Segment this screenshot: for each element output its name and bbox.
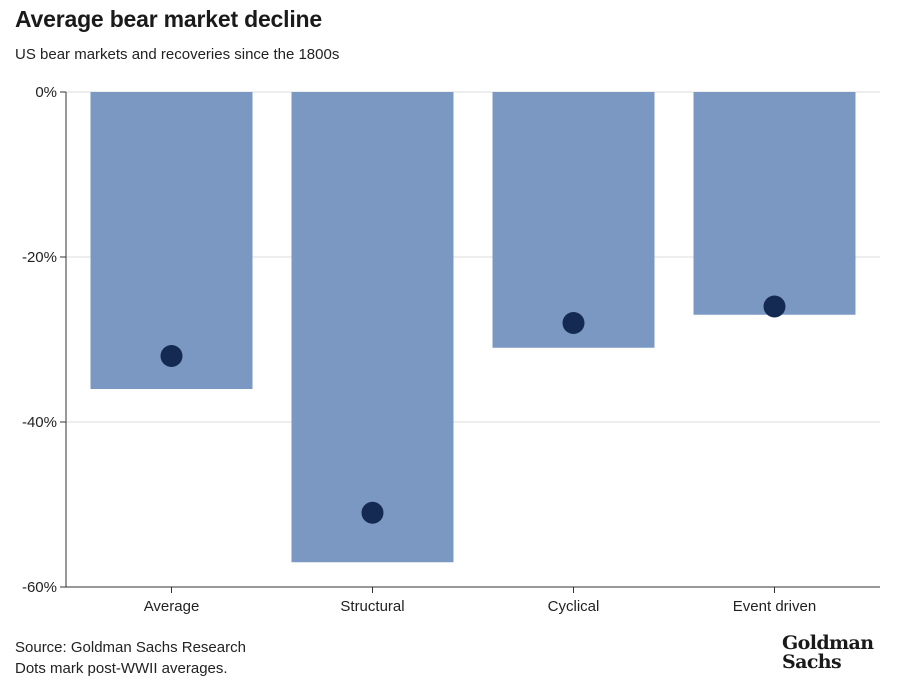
y-tick-label: -40% bbox=[22, 414, 57, 431]
goldman-sachs-logo: Goldman Sachs bbox=[782, 632, 874, 673]
logo-line-2: Sachs bbox=[782, 651, 842, 673]
source-note: Source: Goldman Sachs Research bbox=[15, 639, 246, 656]
x-tick-label: Average bbox=[144, 598, 200, 615]
dots-note: Dots mark post-WWII averages. bbox=[15, 660, 228, 677]
bar bbox=[693, 92, 856, 315]
bar bbox=[90, 92, 253, 389]
bar bbox=[291, 92, 454, 563]
x-tick-label: Cyclical bbox=[548, 598, 600, 615]
chart-title: Average bear market decline bbox=[15, 6, 322, 32]
bar bbox=[492, 92, 655, 348]
post-wwii-dot bbox=[562, 312, 585, 334]
x-tick-label: Structural bbox=[340, 598, 404, 615]
bar-chart: 0% -20% -40% -60% Average Structural Cyclical E… bbox=[22, 84, 880, 615]
logo-line-1: Goldman bbox=[782, 632, 874, 654]
y-tick-label: -20% bbox=[22, 249, 57, 266]
chart-subtitle: US bear markets and recoveries since the… bbox=[15, 46, 340, 63]
y-tick-label: 0% bbox=[35, 84, 57, 101]
y-tick-label: -60% bbox=[22, 579, 57, 596]
post-wwii-dot bbox=[160, 345, 183, 367]
post-wwii-dot bbox=[763, 295, 786, 318]
post-wwii-dot bbox=[361, 501, 384, 524]
x-tick-label: Event driven bbox=[733, 598, 816, 615]
